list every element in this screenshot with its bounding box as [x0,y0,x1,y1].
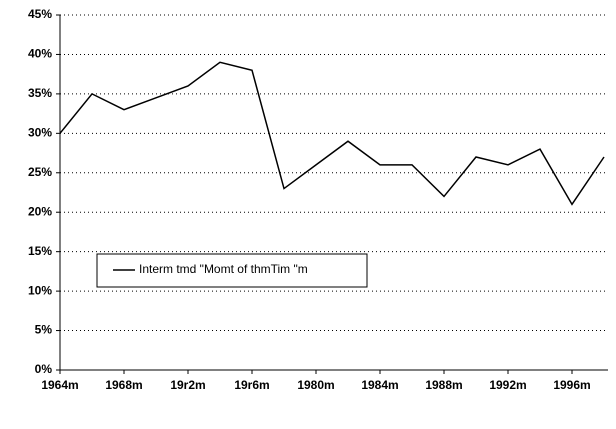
x-tick-label: 1996m [553,378,590,392]
y-tick-label: 45% [28,7,52,21]
y-tick-label: 15% [28,244,52,258]
y-tick-label: 40% [28,47,52,61]
line-series [59,61,605,206]
y-tick-label: 5% [35,323,53,337]
x-tick-label: 1984m [361,378,398,392]
x-tick-label: 1980m [297,378,334,392]
x-tick-label: 19r6m [234,378,269,392]
x-tick-label: 1968m [105,378,142,392]
y-tick-label: 0% [35,362,53,376]
x-tick-label: 1988m [425,378,462,392]
x-tick-label: 1964m [41,378,78,392]
y-tick-label: 30% [28,126,52,140]
y-tick-label: 35% [28,86,52,100]
x-tick-label: 1992m [489,378,526,392]
y-tick-label: 10% [28,283,52,297]
x-tick-label: 19r2m [170,378,205,392]
y-tick-label: 25% [28,165,52,179]
legend-label: Interm tmd "Momt of thmTim "m [139,262,308,276]
y-tick-label: 20% [28,204,52,218]
legend-box [96,253,368,288]
